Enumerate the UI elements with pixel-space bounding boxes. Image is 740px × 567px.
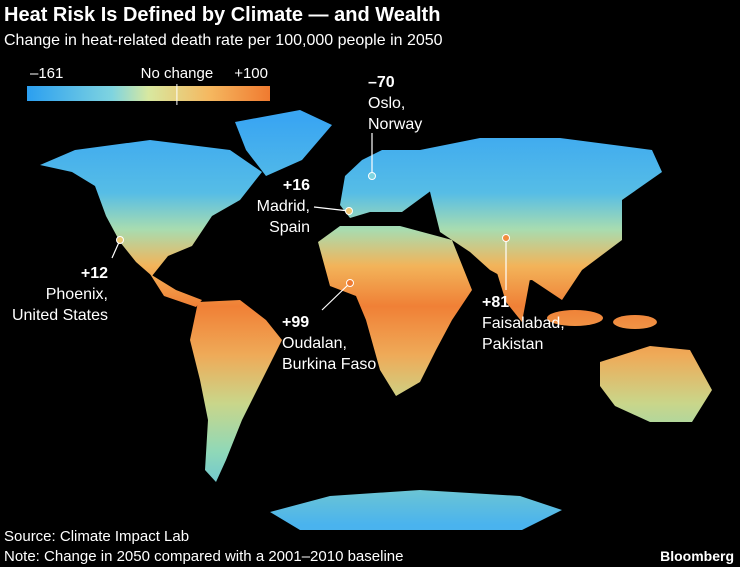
annotation-value: +99 [282,314,309,331]
location-marker [368,172,376,180]
annotation-place: Spain [269,219,310,236]
leader-line [313,206,350,212]
north-america [40,140,262,276]
annotation-value: +12 [81,265,108,282]
central-america [150,274,202,307]
annotation-place: Madrid, [257,198,310,215]
annotation-value: +81 [482,294,509,311]
legend-min-label: –161 [30,65,63,82]
new-guinea [613,315,657,329]
annotation-place: Phoenix, [46,286,108,303]
south-america [190,300,282,482]
source: Source: Climate Impact Lab [4,528,189,545]
location-marker [502,234,510,242]
annotations: –70 Oslo, Norway +16 Madrid, Spain +12 Phoenix,… [12,74,565,373]
australia [600,346,712,422]
annotation-place: United States [12,307,108,324]
legend-mid-label: No change [141,65,214,82]
annotation-place: Faisalabad, [482,315,565,332]
location-marker [345,207,353,215]
africa [318,226,472,396]
location-marker [116,236,124,244]
brand: Bloomberg [660,548,734,564]
leader-line [321,282,351,311]
land [40,110,712,530]
title: Heat Risk Is Defined by Climate — and We… [4,4,440,26]
annotation-value: +16 [283,177,310,194]
legend: –161 +100 No change [30,65,268,105]
annotation-place: Oslo, [368,95,405,112]
indonesia [547,310,603,326]
europe [340,150,432,218]
location-marker [346,279,354,287]
note: Note: Change in 2050 compared with a 200… [4,548,403,565]
annotation-value: –70 [368,74,395,91]
annotation-place: Oudalan, [282,335,347,352]
legend-max-label: +100 [234,65,268,82]
greenland [235,110,332,176]
color-scale [27,86,270,101]
antarctica [270,490,562,530]
annotation-place: Norway [368,116,422,133]
india [490,250,532,322]
subtitle: Change in heat-related death rate per 10… [4,32,443,49]
asia [420,138,662,300]
annotation-place: Pakistan [482,336,543,353]
annotation-place: Burkina Faso [282,356,376,373]
